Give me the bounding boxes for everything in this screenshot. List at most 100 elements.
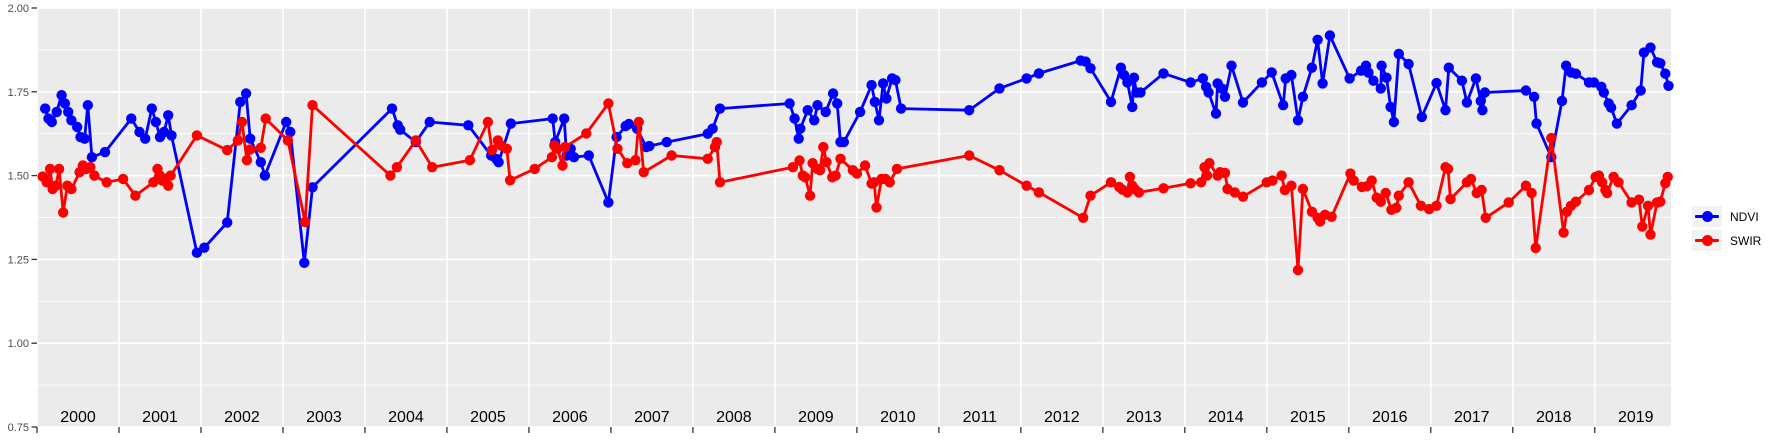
ndvi-point bbox=[793, 133, 804, 144]
ndvi-point bbox=[493, 157, 504, 168]
swir-point bbox=[282, 135, 294, 146]
ndvi-point bbox=[784, 98, 795, 109]
ndvi-point bbox=[86, 152, 98, 163]
swir-point bbox=[53, 163, 65, 175]
swir-point bbox=[1237, 191, 1249, 202]
ndvi-point bbox=[623, 118, 635, 130]
ndvi-point bbox=[191, 247, 203, 258]
swir-point bbox=[1201, 170, 1213, 181]
year-label: 2000 bbox=[60, 409, 96, 426]
swir-point bbox=[410, 135, 421, 146]
ndvi-point bbox=[1085, 63, 1096, 74]
ndvi-point bbox=[1105, 96, 1117, 108]
swir-point bbox=[1526, 187, 1537, 199]
ndvi-point bbox=[99, 146, 111, 158]
swir-point bbox=[41, 177, 52, 188]
ndvi-point bbox=[163, 110, 174, 121]
ndvi-point bbox=[1317, 78, 1328, 89]
swir-point bbox=[1431, 200, 1442, 211]
ndvi-point bbox=[72, 121, 83, 133]
ndvi-point bbox=[386, 103, 398, 114]
swir-point bbox=[630, 155, 641, 166]
ndvi-point bbox=[1598, 87, 1610, 98]
swir-point bbox=[58, 207, 69, 218]
swir-point bbox=[1219, 167, 1231, 179]
swir-point bbox=[994, 165, 1005, 176]
year-label: 2015 bbox=[1290, 409, 1326, 426]
ndvi-point bbox=[568, 152, 580, 163]
ndvi-point bbox=[59, 98, 71, 109]
swir-point bbox=[794, 155, 805, 166]
ndvi-point bbox=[235, 96, 246, 108]
x-axis: 2000 2001 2002 2003 2004 2005 2006 2007 2008 2009… bbox=[36, 409, 1654, 433]
ndvi-point bbox=[1479, 87, 1491, 98]
year-label: 2001 bbox=[142, 409, 178, 426]
swir-point bbox=[559, 141, 571, 153]
swir-point bbox=[1276, 170, 1287, 181]
ndvi-point bbox=[1219, 91, 1231, 103]
ndvi-point bbox=[40, 103, 51, 114]
swir-point bbox=[241, 155, 253, 166]
ndvi-point bbox=[46, 116, 57, 128]
swir-point bbox=[464, 155, 476, 166]
swir-point bbox=[163, 180, 174, 191]
swir-point bbox=[1185, 178, 1196, 189]
ndvi-point bbox=[150, 116, 162, 128]
swir-point bbox=[1645, 229, 1656, 240]
swir-point bbox=[1655, 196, 1666, 207]
ndvi-point bbox=[873, 115, 885, 126]
year-label: 2003 bbox=[306, 409, 342, 426]
year-label: 2006 bbox=[552, 409, 588, 426]
swir-point bbox=[255, 142, 266, 153]
legend-key-swir bbox=[1692, 230, 1722, 251]
legend-item-swir: SWIR bbox=[1692, 230, 1761, 251]
ndvi-point bbox=[240, 88, 252, 99]
ndvi-point bbox=[789, 113, 800, 124]
legend-key-ndvi bbox=[1692, 206, 1722, 227]
ndvi-point bbox=[1477, 105, 1488, 116]
swir-point bbox=[165, 170, 176, 181]
ndvi-point bbox=[62, 106, 74, 118]
ndvi-point bbox=[463, 120, 474, 131]
ndvi-point bbox=[1393, 48, 1405, 60]
swir-point bbox=[101, 177, 112, 188]
swir-point bbox=[1229, 187, 1241, 198]
swir-point bbox=[501, 143, 512, 154]
ndvi-point bbox=[1226, 60, 1237, 71]
ndvi-point bbox=[1605, 102, 1617, 113]
ndvi-point bbox=[1416, 111, 1428, 123]
ndvi-point bbox=[1185, 77, 1196, 88]
ndvi-point bbox=[714, 103, 726, 114]
swir-point bbox=[1085, 190, 1096, 201]
ndvi-point bbox=[1461, 97, 1473, 108]
swir-point bbox=[871, 202, 882, 213]
swir-point bbox=[666, 150, 677, 161]
ndvi-point bbox=[1278, 100, 1289, 111]
ndvi-point bbox=[1403, 58, 1414, 70]
swir-point bbox=[622, 158, 633, 169]
swir-point bbox=[1465, 173, 1477, 185]
swir-point bbox=[1601, 187, 1613, 199]
swir-point bbox=[1366, 175, 1377, 186]
year-label: 2010 bbox=[880, 409, 916, 426]
swir-point bbox=[702, 153, 713, 164]
ndvi-point bbox=[1127, 101, 1138, 113]
ndvi-point bbox=[1626, 100, 1637, 111]
swir-point bbox=[1021, 180, 1032, 191]
swir-point bbox=[821, 157, 832, 168]
swir-point bbox=[1078, 212, 1089, 223]
ndvi-point bbox=[56, 90, 67, 101]
ndvi-point bbox=[299, 257, 310, 268]
y-tick-label: 0.75 bbox=[8, 422, 29, 434]
swir-point bbox=[391, 162, 403, 173]
ndvi-point bbox=[79, 133, 90, 144]
ndvi-point bbox=[1520, 85, 1532, 96]
swir-point bbox=[44, 163, 56, 175]
y-tick-label: 1.50 bbox=[8, 171, 29, 183]
swir-point bbox=[1286, 180, 1297, 191]
swir-point bbox=[486, 144, 498, 156]
ndvi-point bbox=[146, 103, 157, 114]
swir-point bbox=[1642, 200, 1654, 211]
ndvi-point bbox=[881, 93, 892, 104]
ndvi-point bbox=[1158, 68, 1169, 79]
